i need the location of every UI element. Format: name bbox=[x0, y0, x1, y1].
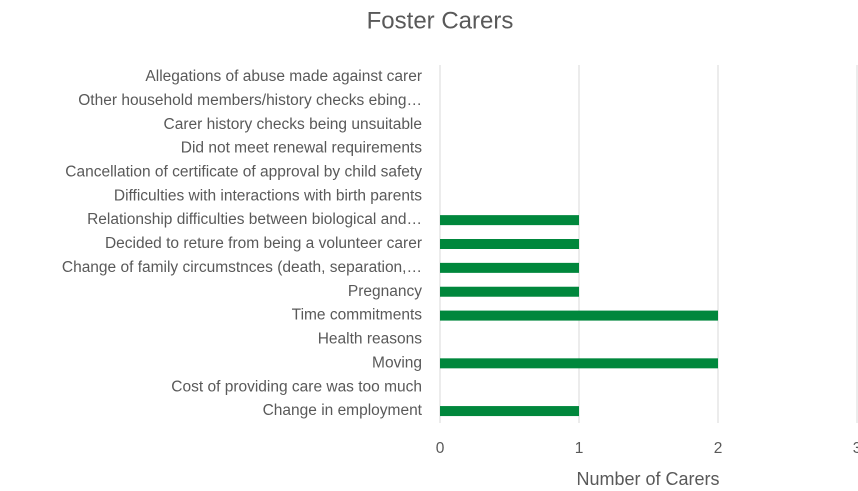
bar bbox=[440, 358, 718, 369]
x-tick-label: 0 bbox=[436, 440, 445, 457]
bar bbox=[440, 262, 579, 273]
y-tick-label: Change in employment bbox=[263, 402, 423, 419]
chart-title: Foster Carers bbox=[367, 7, 514, 34]
bar bbox=[440, 239, 579, 249]
y-tick-label: Did not meet renewal requirements bbox=[181, 140, 422, 157]
y-tick-label: Change of family circumstnces (death, se… bbox=[62, 259, 422, 276]
y-tick-label: Relationship difficulties between biolog… bbox=[87, 211, 422, 228]
x-tick-label: 1 bbox=[575, 440, 584, 457]
x-tick-label: 3 bbox=[853, 440, 858, 457]
bar bbox=[440, 406, 579, 417]
y-tick-label: Difficulties with interactions with birt… bbox=[114, 187, 422, 204]
y-tick-label: Moving bbox=[372, 354, 422, 371]
y-tick-label: Cost of providing care was too much bbox=[171, 378, 422, 395]
bar bbox=[440, 286, 579, 297]
y-tick-label: Other household members/history checks e… bbox=[78, 92, 422, 109]
y-tick-label: Allegations of abuse made against carer bbox=[145, 68, 422, 85]
y-tick-label: Time commitments bbox=[292, 307, 423, 324]
y-tick-label: Pregnancy bbox=[348, 283, 422, 300]
y-tick-label: Decided to reture from being a volunteer… bbox=[105, 235, 422, 252]
bar bbox=[440, 215, 579, 226]
y-tick-label: Cancellation of certificate of approval … bbox=[65, 163, 422, 180]
x-tick-label: 2 bbox=[714, 440, 723, 457]
x-axis-label: Number of Carers bbox=[576, 469, 719, 489]
bar bbox=[440, 310, 718, 321]
y-tick-label: Carer history checks being unsuitable bbox=[164, 116, 422, 133]
y-tick-label: Health reasons bbox=[318, 331, 423, 348]
